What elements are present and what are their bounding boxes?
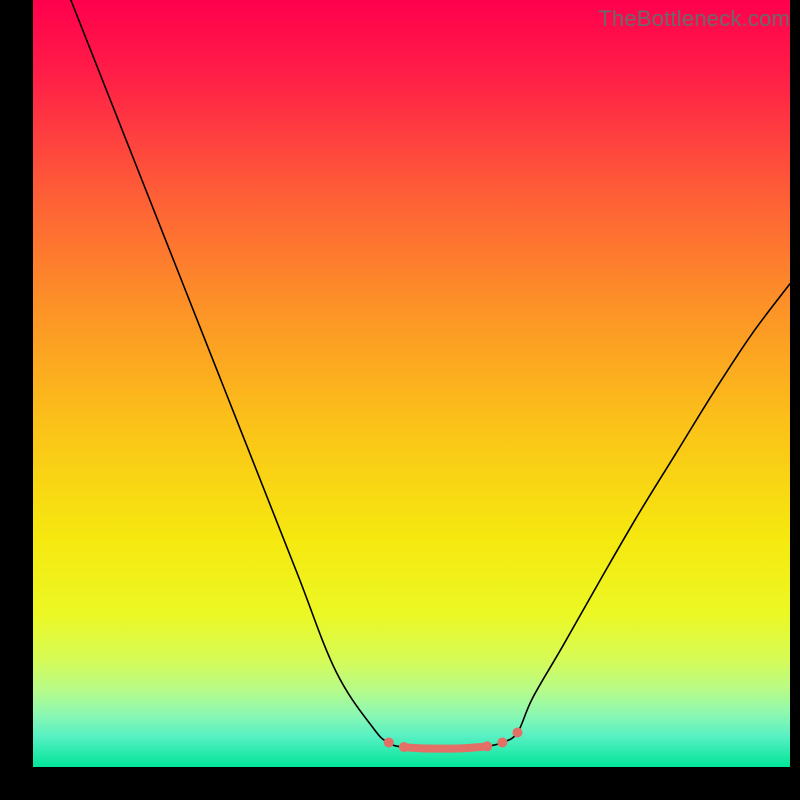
optimal-range-dot [399, 742, 409, 752]
optimal-range-dot [482, 741, 492, 751]
chart-svg [0, 0, 800, 800]
optimal-range-dot [497, 737, 507, 747]
plot-area-background [33, 0, 790, 767]
bottleneck-chart: TheBottleneck.com [0, 0, 800, 800]
optimal-range-dot [384, 737, 394, 747]
optimal-range-dot [512, 727, 522, 737]
optimal-range-line [404, 746, 487, 748]
